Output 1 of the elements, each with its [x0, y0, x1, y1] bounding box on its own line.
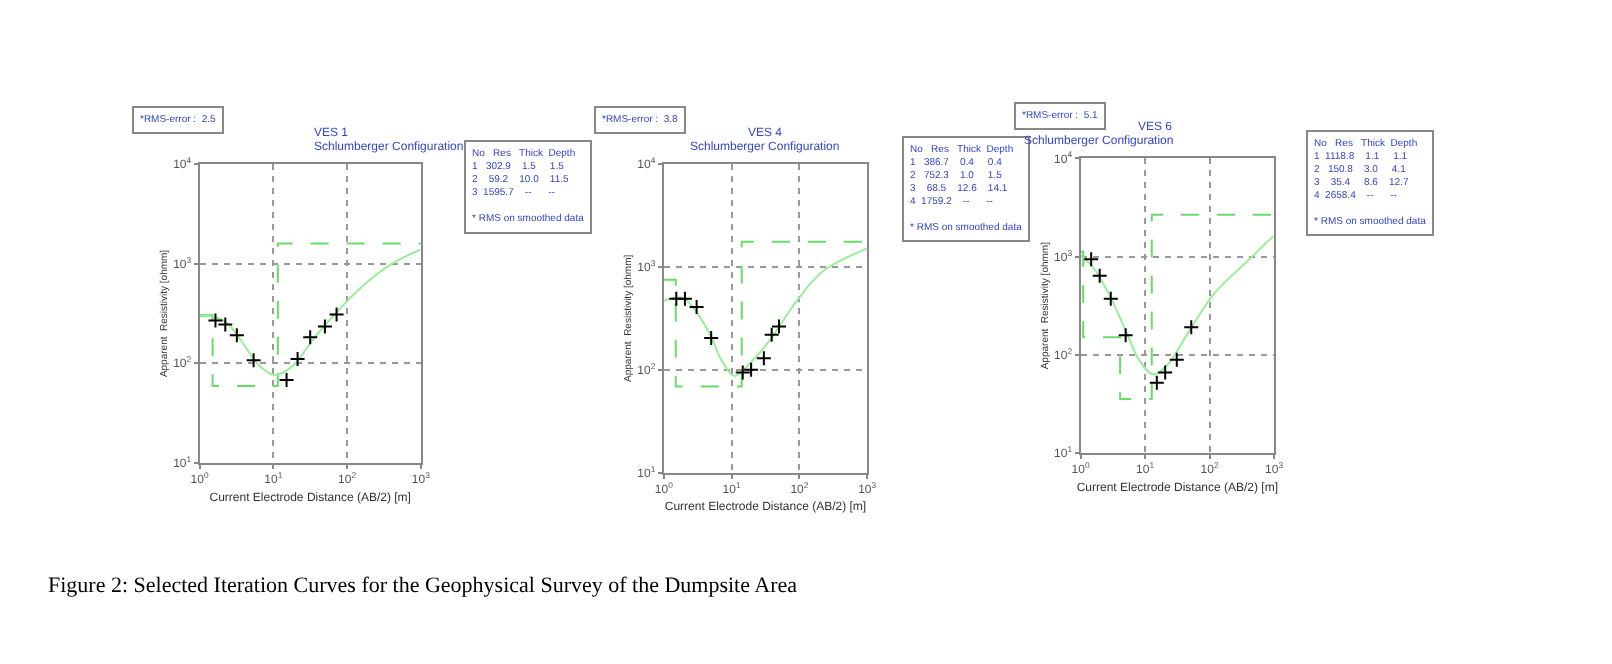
caption: Figure 2: Selected Iteration Curves for the Geophysical Survey of the Dumpsite Area [48, 574, 798, 598]
